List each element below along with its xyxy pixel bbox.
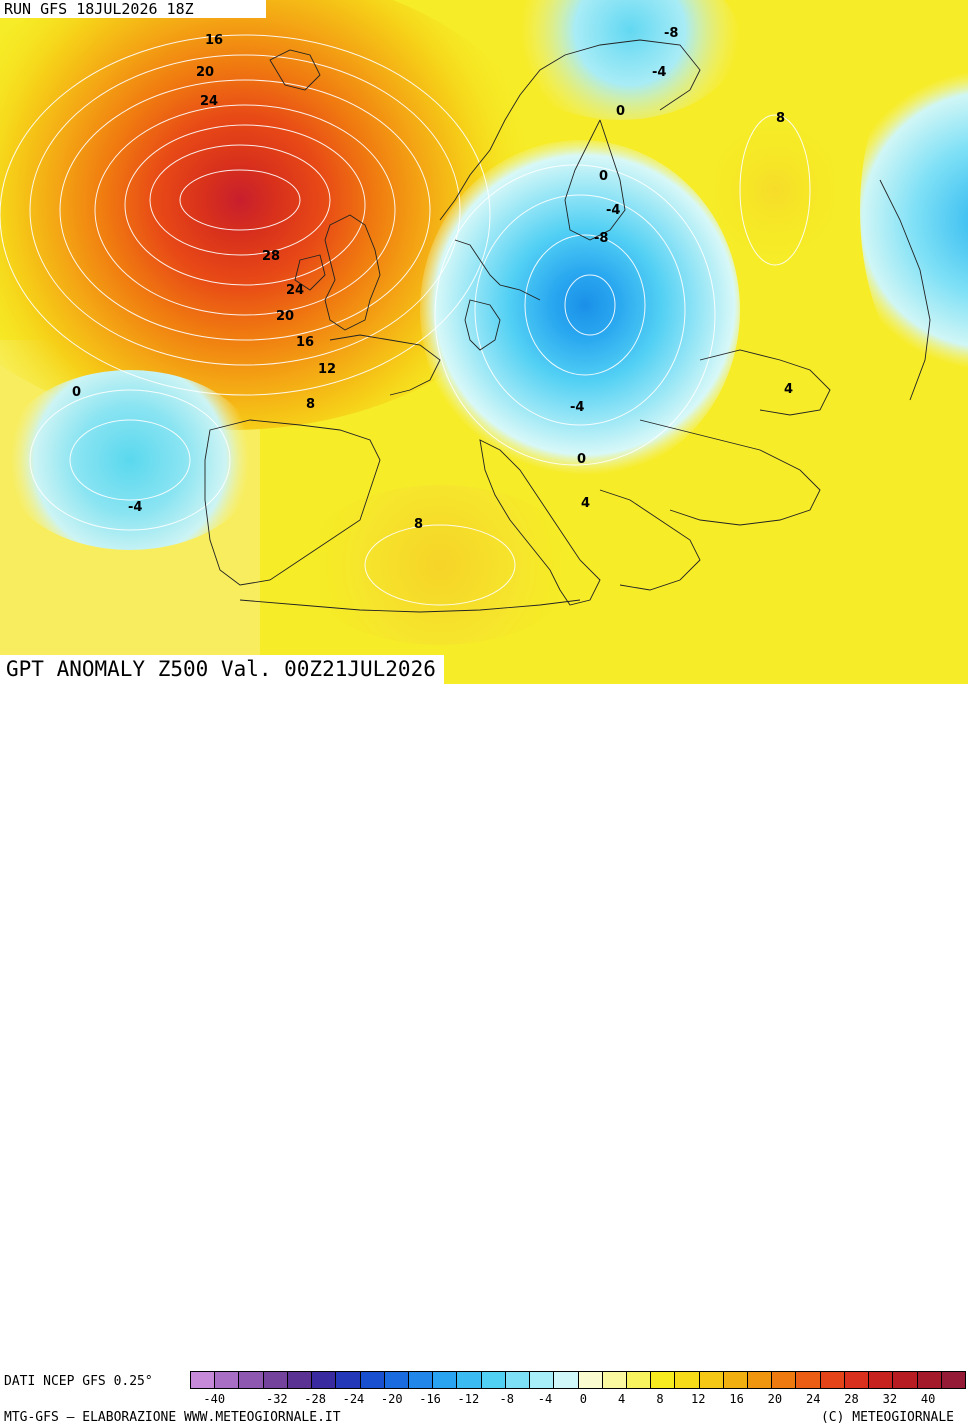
color-scale-tick: -24	[342, 1392, 365, 1406]
contour-label: -4	[652, 65, 666, 80]
color-scale-tick: -12	[457, 1392, 480, 1406]
source-label: DATI NCEP GFS 0.25°	[4, 1374, 153, 1389]
color-scale-cell	[215, 1372, 240, 1388]
color-scale-tick: 4	[618, 1392, 626, 1406]
contour-label: 16	[296, 335, 314, 350]
color-scale-cell	[820, 1372, 845, 1388]
color-scale-tick: 32	[882, 1392, 898, 1406]
color-scale-cell	[481, 1372, 506, 1388]
color-scale-cell	[917, 1372, 942, 1388]
contour-label: 8	[776, 111, 785, 126]
contour-label: 28	[262, 249, 280, 264]
color-scale-tick: 0	[579, 1392, 587, 1406]
color-scale-tick: -8	[499, 1392, 514, 1406]
color-scale-cell	[748, 1372, 773, 1388]
contour-label: -4	[128, 500, 142, 515]
color-scale-tick: 12	[691, 1392, 706, 1406]
color-scale-cell	[287, 1372, 313, 1388]
contour-label: 0	[616, 104, 625, 119]
color-scale-cell	[602, 1372, 627, 1388]
color-scale-cell	[505, 1372, 531, 1388]
color-scale-tick: -32	[265, 1392, 288, 1406]
color-scale-cell	[191, 1372, 216, 1388]
credits-left: MTG-GFS — ELABORAZIONE WWW.METEOGIORNALE…	[4, 1410, 341, 1425]
contour-label: 20	[276, 309, 294, 324]
color-scale-cell	[893, 1372, 918, 1388]
contour-label: 8	[306, 397, 315, 412]
contour-label: -4	[570, 400, 584, 415]
color-scale-tick: 24	[805, 1392, 821, 1406]
color-scale-cell	[869, 1372, 894, 1388]
color-scale-cell	[626, 1372, 652, 1388]
contour-label: 24	[200, 94, 218, 109]
contour-label: 20	[196, 65, 214, 80]
contour-labels: 16 20 24 28 24 20 16 12 8 0 -4 8 -8 -4 0…	[72, 26, 793, 532]
map-title: GPT ANOMALY Z500 Val. 00Z21JUL2026	[0, 655, 444, 684]
color-scale-cell	[384, 1372, 409, 1388]
contour-label: 12	[318, 362, 336, 377]
color-scale-tick: 40	[920, 1392, 936, 1406]
color-scale	[190, 1371, 966, 1389]
contour-label: 8	[414, 517, 423, 532]
contour-label: 16	[205, 33, 223, 48]
color-scale-cell	[844, 1372, 870, 1388]
color-scale-cell	[336, 1372, 361, 1388]
coastlines	[204, 39, 931, 613]
color-scale-cell	[312, 1372, 337, 1388]
color-scale-cell	[578, 1372, 603, 1388]
color-scale-cell	[941, 1372, 965, 1388]
contour-label: -8	[594, 231, 608, 246]
color-scale-tick: -28	[304, 1392, 326, 1406]
color-scale-cell	[675, 1372, 700, 1388]
color-scale-tick: 20	[767, 1392, 783, 1406]
color-scale-tick: -40	[203, 1392, 226, 1406]
contour-label: 4	[581, 496, 590, 511]
contour-label: 0	[72, 385, 81, 400]
color-scale-cell	[457, 1372, 482, 1388]
color-scale-ticks: -40 -32 -28 -24 -20 -16 -12 -8 -4 0 4 8 12 16 20 24 28 32…	[190, 1392, 966, 1408]
color-scale-cell	[796, 1372, 821, 1388]
color-scale-cell	[554, 1372, 579, 1388]
contour-label: 4	[784, 382, 793, 397]
color-scale-cell	[699, 1372, 724, 1388]
color-scale-tick: 8	[656, 1392, 664, 1406]
color-scale-cell	[723, 1372, 749, 1388]
color-scale-tick: -4	[537, 1392, 553, 1406]
color-scale-tick: -20	[380, 1392, 403, 1406]
contour-label: -4	[606, 203, 620, 218]
contour-label: 0	[599, 169, 608, 184]
anomaly-map: 16 20 24 28 24 20 16 12 8 0 -4 8 -8 -4 0…	[0, 0, 968, 684]
color-scale-tick: -16	[419, 1392, 441, 1406]
footer: DATI NCEP GFS 0.25° -40 -32 -28 -24 -20 -16 -1…	[0, 684, 968, 1425]
credits-right: (C) METEOGIORNALE	[820, 1410, 954, 1425]
color-scale-cell	[360, 1372, 385, 1388]
contour-label: 0	[577, 452, 586, 467]
color-scale-cell	[530, 1372, 555, 1388]
color-scale-cell	[239, 1372, 264, 1388]
color-scale-cell	[433, 1372, 458, 1388]
contour-label: -8	[664, 26, 678, 41]
color-scale-cell	[408, 1372, 434, 1388]
run-label: RUN GFS 18JUL2026 18Z	[0, 0, 266, 18]
map-canvas: 16 20 24 28 24 20 16 12 8 0 -4 8 -8 -4 0…	[0, 0, 968, 684]
contour-label: 24	[286, 283, 304, 298]
color-scale-cell	[651, 1372, 676, 1388]
color-scale-cell	[772, 1372, 797, 1388]
color-scale-tick: 16	[729, 1392, 744, 1406]
color-scale-tick: 28	[844, 1392, 859, 1406]
color-scale-cell	[263, 1372, 288, 1388]
